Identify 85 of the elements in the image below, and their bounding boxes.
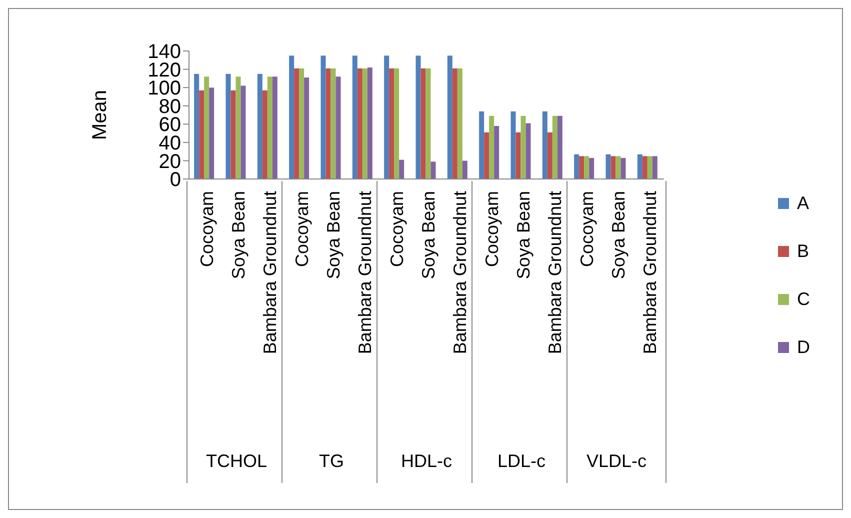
legend-label: C	[797, 288, 810, 310]
bar	[267, 76, 272, 179]
text: TCHOL	[206, 451, 268, 471]
x-tick-label: Soya Bean	[324, 191, 344, 280]
bar	[426, 68, 431, 179]
bar	[262, 90, 268, 179]
bar	[299, 68, 304, 179]
bar	[652, 156, 658, 179]
bar	[289, 56, 294, 179]
bar	[257, 74, 262, 179]
bar	[389, 68, 394, 179]
bar	[326, 68, 331, 179]
bar	[194, 74, 200, 179]
x-tick-label: Cocoyam	[576, 191, 597, 268]
bar	[557, 116, 562, 179]
x-tick-label: Bambara Groundnut	[640, 191, 660, 354]
bar	[399, 160, 404, 179]
bar	[272, 76, 278, 179]
bar	[209, 88, 214, 179]
x-tick-label: Cocoyam	[196, 191, 217, 268]
bar	[489, 116, 494, 179]
bar	[452, 68, 458, 179]
bar	[362, 68, 368, 179]
x-tick-label: Bambara Groundnut	[450, 191, 470, 354]
bar	[620, 158, 626, 179]
bar	[352, 56, 358, 179]
bar	[420, 68, 426, 179]
bar	[516, 132, 521, 179]
x-tick-label: Soya Bean	[514, 191, 534, 280]
x-tick-label: Bambara Groundnut	[545, 191, 566, 354]
bar	[479, 111, 484, 179]
x-tick-label: Soya Bean	[418, 191, 438, 280]
x-tick-label: Cocoyam	[292, 191, 312, 268]
bar	[384, 56, 390, 179]
legend-label: D	[797, 336, 810, 358]
bar	[430, 162, 436, 179]
x-tick-label: Soya Bean	[608, 191, 628, 280]
bar	[204, 76, 210, 179]
x-tick-label: Cocoyam	[386, 191, 407, 268]
bar	[357, 68, 362, 179]
bar	[336, 76, 341, 179]
bar	[547, 132, 552, 179]
bar	[606, 154, 611, 179]
bar	[457, 68, 462, 179]
x-tick-label: Soya Bean	[228, 191, 248, 280]
bar	[642, 156, 648, 179]
bar	[304, 78, 310, 179]
bar	[552, 116, 558, 179]
bar	[484, 132, 490, 179]
bar	[610, 156, 616, 179]
bar	[520, 116, 526, 179]
bar	[394, 68, 400, 179]
text: VLDL-c	[586, 451, 647, 471]
bar	[416, 56, 421, 179]
bar	[367, 67, 372, 179]
bar	[330, 68, 336, 179]
bar	[589, 158, 594, 179]
bar	[462, 160, 468, 179]
legend-label: B	[797, 240, 810, 262]
bar	[199, 90, 204, 179]
bar	[236, 76, 241, 179]
bar	[647, 156, 652, 179]
bar	[447, 56, 452, 179]
bar	[542, 111, 548, 179]
bar	[526, 123, 531, 179]
bar	[579, 156, 584, 179]
x-tick-label: Bambara Groundnut	[260, 191, 280, 354]
bar	[510, 111, 516, 179]
bar	[226, 74, 231, 179]
bar	[230, 90, 236, 179]
bar	[494, 126, 500, 179]
text: LDL-c	[497, 451, 546, 471]
text: TG	[319, 451, 344, 471]
bar	[584, 156, 590, 179]
x-tick-label: Cocoyam	[482, 191, 502, 268]
bar	[294, 68, 300, 179]
bar	[616, 156, 621, 179]
text: HDL-c	[400, 451, 452, 471]
y-axis-title: Mean	[89, 90, 112, 140]
bar	[240, 86, 246, 179]
bar	[574, 154, 580, 179]
bar	[637, 154, 642, 179]
bar	[320, 56, 326, 179]
legend-label: A	[797, 192, 810, 214]
x-tick-label: Bambara Groundnut	[355, 191, 376, 354]
